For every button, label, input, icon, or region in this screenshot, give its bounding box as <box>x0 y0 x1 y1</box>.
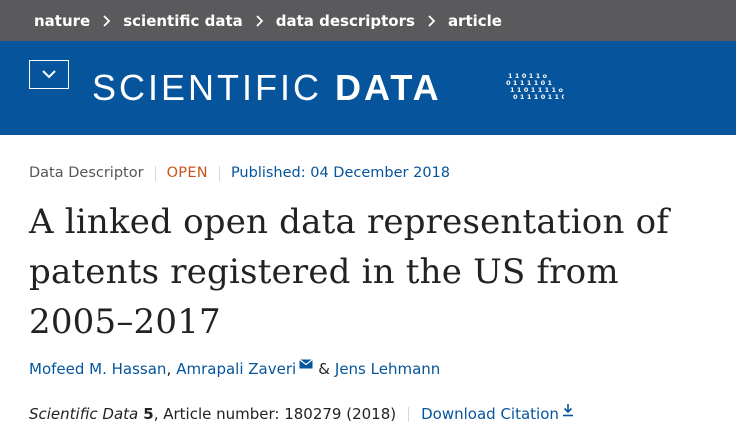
binary-line: 1101111o <box>510 86 564 94</box>
author-separator: , <box>166 360 172 378</box>
breadcrumb-data-descriptors[interactable]: data descriptors <box>275 11 415 30</box>
binary-line: 11011o <box>508 72 549 80</box>
article-title: A linked open data representation of pat… <box>29 202 670 342</box>
binary-line: 011101101 <box>513 93 564 101</box>
email-icon[interactable] <box>299 355 314 373</box>
logo-text-light: SCIENTIFIC <box>92 67 323 108</box>
breadcrumb-article[interactable]: article <box>447 11 502 30</box>
breadcrumb-scientific-data[interactable]: scientific data <box>123 11 243 30</box>
meta-divider <box>218 165 220 181</box>
published-date: Published: 04 December 2018 <box>230 165 451 181</box>
logo-text-bold: DATA <box>335 67 442 108</box>
author-separator: & <box>318 360 330 378</box>
chevron-right-icon <box>253 14 267 28</box>
breadcrumb: nature scientific data data descriptors … <box>0 0 736 41</box>
author-link[interactable]: Amrapali Zaveri <box>176 360 297 378</box>
download-citation-link[interactable]: Download Citation <box>421 405 559 423</box>
citation-line: Scientific Data 5 , Article number: 1802… <box>29 403 574 423</box>
journal-header: SCIENTIFIC DATA 11011o 0111101 1101111o … <box>0 41 736 135</box>
download-citation-label: Download Citation <box>421 405 559 423</box>
binary-line: 0111101 <box>506 79 554 87</box>
open-access-badge: OPEN <box>166 165 208 181</box>
chevron-down-icon <box>41 66 57 84</box>
chevron-right-icon <box>100 14 114 28</box>
chevron-right-icon <box>425 14 439 28</box>
citation-divider <box>408 406 410 422</box>
author-link[interactable]: Mofeed M. Hassan <box>29 360 167 378</box>
author-link[interactable]: Jens Lehmann <box>334 360 441 378</box>
author-list: Mofeed M. Hassan , Amrapali Zaveri & Jen… <box>29 359 441 378</box>
article-meta: Data Descriptor OPEN Published: 04 Decem… <box>29 163 450 183</box>
journal-volume: 5 <box>143 405 154 423</box>
menu-toggle-button[interactable] <box>29 60 69 89</box>
download-icon[interactable] <box>562 403 574 421</box>
binary-logo-graphic: 11011o 0111101 1101111o 011101101 <box>506 72 564 101</box>
article-number: , Article number: 180279 (2018) <box>153 405 397 423</box>
meta-divider <box>154 165 156 181</box>
journal-logo[interactable]: SCIENTIFIC DATA 11011o 0111101 1101111o … <box>92 67 564 108</box>
breadcrumb-nature[interactable]: nature <box>34 11 91 30</box>
journal-name: Scientific Data <box>29 405 139 423</box>
article-type: Data Descriptor <box>29 165 144 181</box>
